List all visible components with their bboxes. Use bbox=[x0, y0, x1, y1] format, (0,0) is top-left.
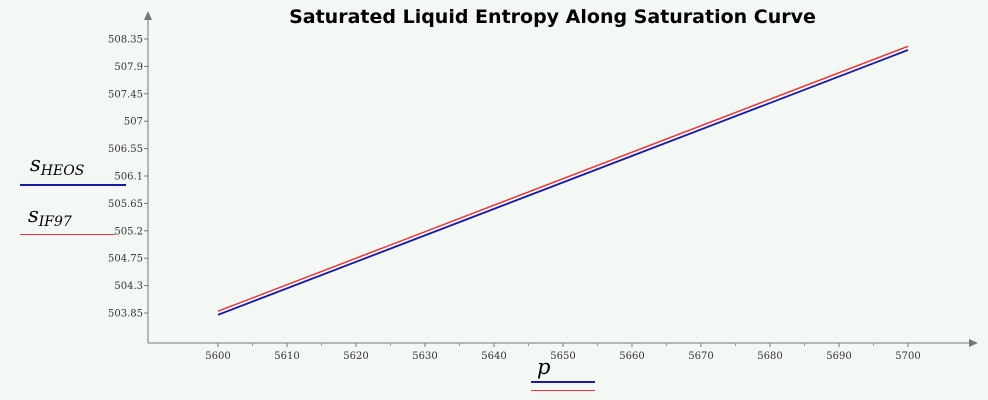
x-tick-label: 5620 bbox=[343, 351, 368, 362]
legend-heos-main: s bbox=[30, 152, 41, 176]
x-tick-label: 5700 bbox=[895, 351, 920, 362]
y-tick-label: 505.65 bbox=[108, 199, 143, 210]
x-tick-label: 5680 bbox=[757, 351, 782, 362]
legend-if97-sub: IF97 bbox=[38, 214, 72, 231]
chart-title: Saturated Liquid Entropy Along Saturatio… bbox=[289, 6, 816, 28]
y-tick-label: 507 bbox=[124, 117, 143, 128]
x-tick-label: 5660 bbox=[619, 351, 644, 362]
x-tick-label: 5670 bbox=[688, 351, 713, 362]
x-tick-label: 5690 bbox=[826, 351, 851, 362]
x-tick-label: 5630 bbox=[412, 351, 437, 362]
series-group bbox=[217, 45, 909, 316]
x-tick-label: 5640 bbox=[481, 351, 506, 362]
x-axis-arrow bbox=[969, 339, 978, 347]
series-line-if97 bbox=[217, 45, 909, 312]
y-tick-label: 507.45 bbox=[108, 89, 143, 100]
y-tick-label: 506.55 bbox=[108, 144, 143, 155]
y-tick-label: 505.2 bbox=[114, 226, 143, 237]
y-tick-label: 506.1 bbox=[114, 172, 143, 183]
x-tick-label: 5610 bbox=[274, 351, 299, 362]
axes-group bbox=[144, 11, 978, 347]
y-ticks-group: 503.85 504.3 504.75 505.2 505.65 506.1 506.55 5… bbox=[108, 35, 148, 320]
legend-label-if97: sIF97 bbox=[28, 203, 72, 230]
y-tick-label: 504.3 bbox=[114, 281, 143, 292]
y-tick-label: 507.9 bbox=[114, 62, 143, 73]
legend-label-heos: sHEOS bbox=[30, 152, 84, 179]
legend-heos-sub: HEOS bbox=[40, 163, 85, 180]
y-tick-label: 508.35 bbox=[108, 35, 143, 46]
y-tick-label: 503.85 bbox=[108, 309, 143, 320]
x-ticks-group: 5600 5610 5620 5630 5640 5650 5660 5670 5680 5690… bbox=[205, 343, 921, 362]
legend-line-if97 bbox=[20, 234, 115, 235]
x-legend-line-if97 bbox=[531, 390, 595, 391]
legend-line-heos bbox=[20, 184, 126, 186]
y-tick-label: 504.75 bbox=[108, 254, 143, 265]
x-axis-label: p bbox=[537, 355, 551, 379]
legend-if97-main: s bbox=[28, 203, 39, 227]
x-tick-label: 5600 bbox=[205, 351, 230, 362]
x-legend-line-heos bbox=[531, 381, 595, 383]
y-axis-arrow bbox=[144, 11, 152, 20]
x-tick-label: 5650 bbox=[550, 351, 575, 362]
series-line-heos bbox=[217, 49, 909, 316]
